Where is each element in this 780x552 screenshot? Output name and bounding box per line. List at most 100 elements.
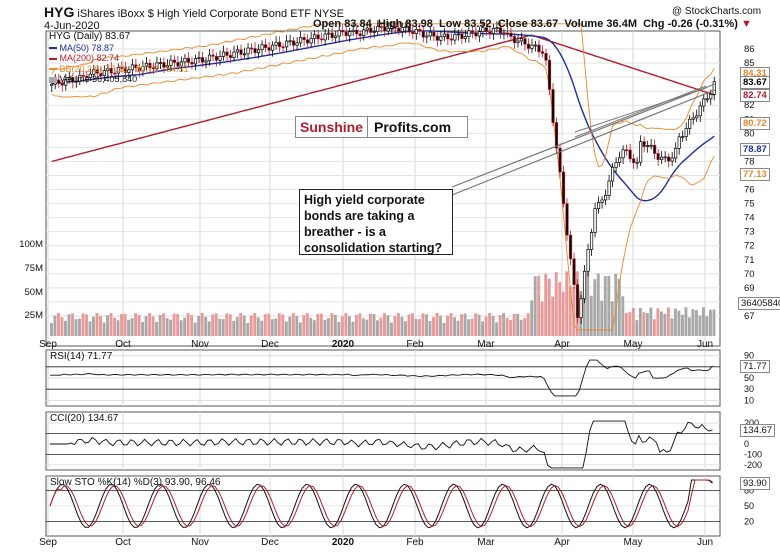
volume-bar bbox=[284, 321, 288, 336]
cci-tick-label: -100 bbox=[744, 449, 762, 459]
volume-bar bbox=[631, 307, 635, 336]
volume-bar bbox=[88, 321, 92, 336]
candle-body bbox=[407, 26, 411, 33]
volume-bar bbox=[344, 312, 348, 336]
candle-body bbox=[337, 29, 341, 37]
volume-bar bbox=[263, 314, 267, 336]
candle-body bbox=[267, 47, 271, 51]
volume-bar bbox=[614, 273, 618, 336]
volume-bar bbox=[235, 317, 239, 336]
high-label: High bbox=[377, 18, 403, 30]
low-label: Low bbox=[439, 18, 462, 30]
candle-body bbox=[551, 89, 555, 123]
candle-body bbox=[421, 30, 425, 38]
candle-body bbox=[120, 67, 124, 69]
volume-bar bbox=[151, 316, 155, 336]
candle-body bbox=[691, 117, 695, 120]
volume-bar bbox=[582, 282, 586, 336]
candle-body bbox=[509, 32, 513, 37]
candle-body bbox=[50, 83, 54, 86]
volume-bar bbox=[628, 312, 632, 336]
candle-body bbox=[540, 51, 545, 54]
candle-body bbox=[369, 27, 373, 33]
candle-body bbox=[600, 199, 604, 203]
price-tick-label: 69 bbox=[744, 283, 755, 294]
candle-body bbox=[393, 26, 397, 29]
candle-body bbox=[299, 37, 303, 44]
volume-bar bbox=[60, 317, 64, 336]
volume-bar bbox=[298, 322, 302, 336]
volume-value: 36.4M bbox=[606, 18, 637, 30]
candle-body bbox=[78, 74, 82, 82]
sto-value-box: 93.90 bbox=[740, 477, 770, 491]
candle-body bbox=[568, 234, 573, 260]
volume-bar bbox=[81, 313, 85, 336]
candle-body bbox=[295, 42, 299, 46]
volume-bar bbox=[565, 271, 569, 336]
price-value-box: 82.74 bbox=[740, 88, 770, 102]
price-tick-label: 75 bbox=[744, 199, 755, 210]
candle-body bbox=[67, 77, 71, 80]
volume-bar bbox=[397, 312, 400, 336]
candle-body bbox=[134, 64, 138, 69]
volume-bar bbox=[351, 321, 355, 336]
symbol: HYG bbox=[44, 4, 75, 20]
candle-body bbox=[288, 40, 292, 43]
volume-bar bbox=[186, 313, 190, 336]
chg-arrow-icon: ▼ bbox=[740, 18, 752, 30]
candle-body bbox=[186, 57, 191, 63]
exchange: NYSE bbox=[314, 8, 344, 20]
candle-body bbox=[491, 27, 495, 34]
volume-bar bbox=[74, 319, 78, 336]
volume-bar bbox=[253, 313, 257, 336]
candle-body bbox=[649, 144, 653, 147]
volume-bar bbox=[488, 312, 492, 336]
candle-body bbox=[327, 32, 331, 35]
candle-body bbox=[193, 58, 198, 65]
volume-bar bbox=[123, 313, 127, 336]
volume-bar bbox=[701, 307, 705, 336]
month-label-top: Dec bbox=[261, 339, 279, 350]
volume-bar bbox=[228, 314, 232, 336]
volume-bar bbox=[333, 314, 337, 336]
volume-bar bbox=[116, 320, 120, 336]
candle-body bbox=[572, 258, 576, 285]
volume-bar bbox=[593, 279, 597, 336]
candle-body bbox=[670, 157, 674, 162]
annotation-callout: High yield corporate bonds are taking a … bbox=[299, 189, 453, 255]
volume-bar bbox=[57, 313, 60, 336]
volume-bar bbox=[425, 314, 428, 336]
volume-bar bbox=[649, 307, 653, 336]
volume-bar bbox=[134, 313, 138, 336]
candle-body bbox=[446, 33, 450, 40]
volume-bar bbox=[659, 311, 663, 336]
volume-bar bbox=[92, 316, 95, 336]
candle-body bbox=[488, 31, 492, 34]
sto-label: Slow STO %K(14) %D(3) 93.90, 96.46 bbox=[50, 477, 221, 488]
candle-body bbox=[418, 28, 422, 32]
volume-bar bbox=[85, 314, 88, 336]
volume-bar bbox=[610, 301, 614, 336]
candle-body bbox=[558, 147, 562, 173]
volume-bar bbox=[663, 313, 667, 336]
candle-body bbox=[656, 153, 660, 160]
volume-bar bbox=[607, 275, 611, 336]
month-label-bottom: May bbox=[624, 537, 643, 548]
candle-body bbox=[351, 29, 355, 32]
candle-body bbox=[411, 31, 415, 35]
volume-bar bbox=[635, 320, 639, 336]
volume-bar bbox=[232, 320, 236, 336]
candle-body bbox=[523, 38, 527, 45]
candle-body bbox=[502, 32, 506, 35]
volume-bar bbox=[347, 316, 351, 336]
candle-body bbox=[246, 47, 250, 55]
month-label-top: Nov bbox=[191, 339, 209, 350]
legend-ma50: MA(50) 78.87 bbox=[49, 43, 189, 54]
price-tick-label: 73 bbox=[744, 227, 755, 238]
volume-bar bbox=[523, 318, 527, 336]
month-label-top: May bbox=[624, 339, 643, 350]
volume-bar bbox=[193, 322, 197, 336]
volume-bar bbox=[530, 300, 534, 336]
candle-body bbox=[218, 56, 222, 61]
volume-bar bbox=[666, 307, 670, 336]
